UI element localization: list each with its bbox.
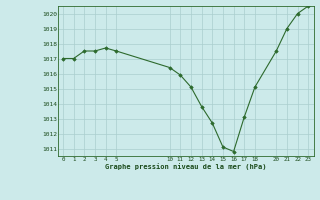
X-axis label: Graphe pression niveau de la mer (hPa): Graphe pression niveau de la mer (hPa) xyxy=(105,163,266,170)
